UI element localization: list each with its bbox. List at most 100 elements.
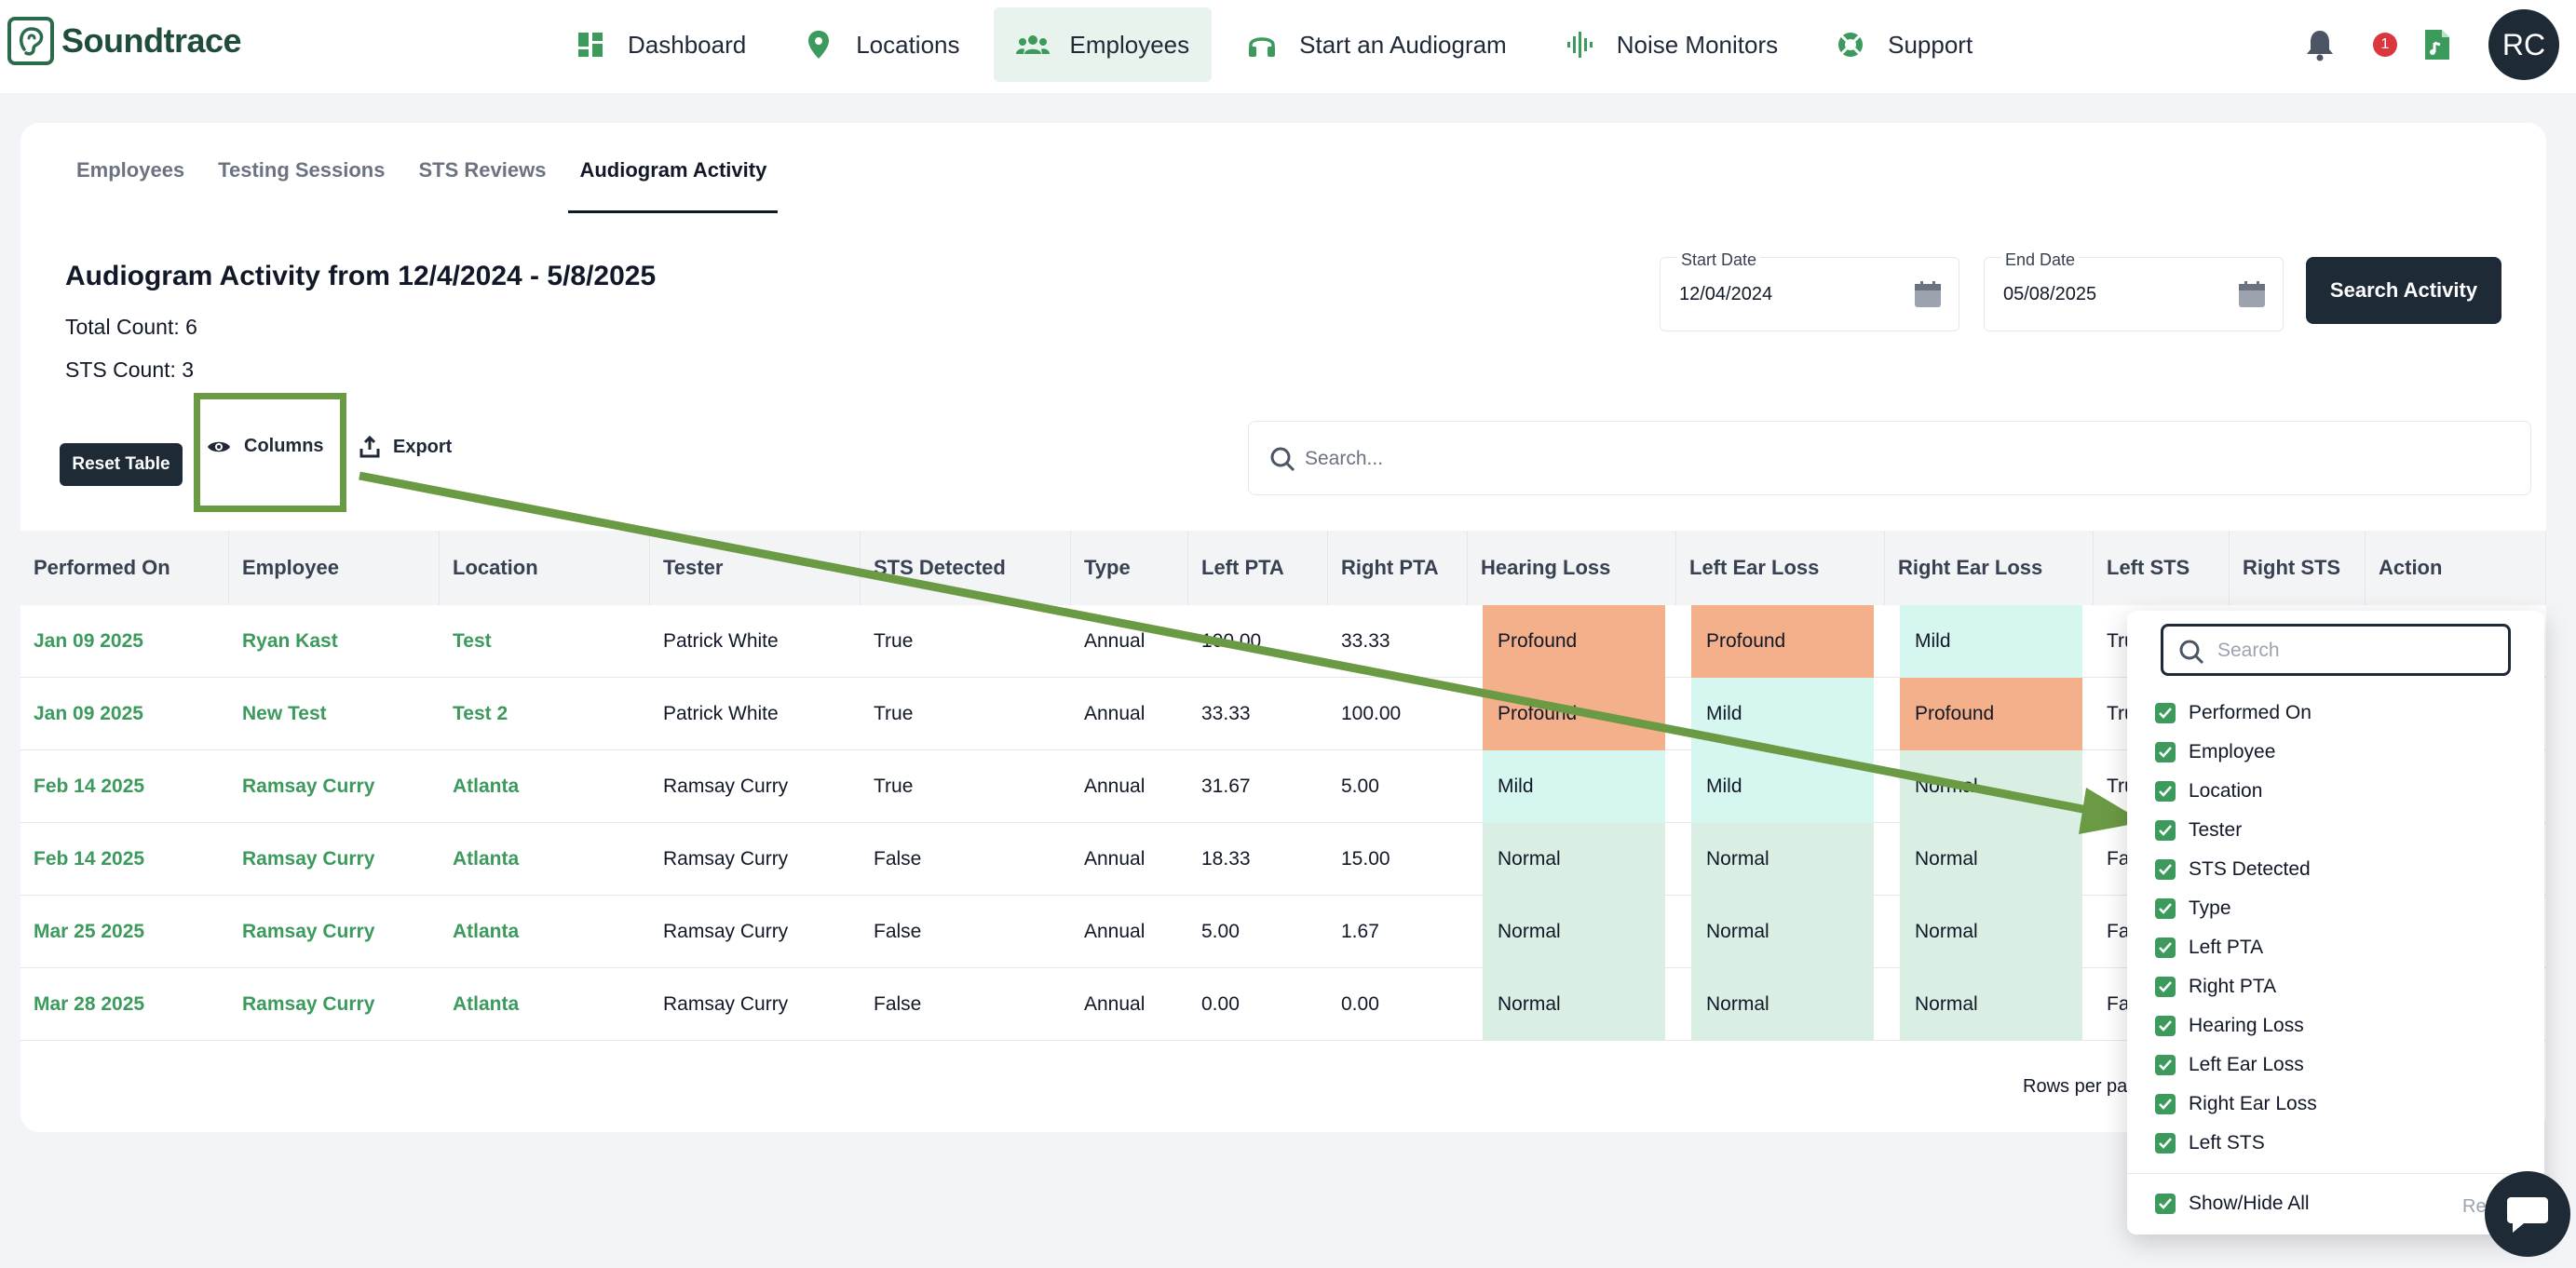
checkbox-checked-icon[interactable] xyxy=(2155,977,2176,997)
column-header[interactable]: Right STS xyxy=(2230,531,2366,605)
show-hide-all-label: Show/Hide All xyxy=(2189,1193,2310,1214)
column-option[interactable]: Tester xyxy=(2155,819,2242,842)
nav-support[interactable]: Support xyxy=(1811,7,1995,82)
soundtrace-logo[interactable]: Soundtrace xyxy=(7,17,242,65)
table-cell-date[interactable]: Mar 25 2025 xyxy=(34,921,145,942)
chat-button[interactable] xyxy=(2485,1171,2570,1257)
column-option[interactable]: Left STS xyxy=(2155,1132,2265,1154)
table-cell-date[interactable]: Jan 09 2025 xyxy=(34,630,143,652)
table-cell-employee[interactable]: Ryan Kast xyxy=(242,630,338,652)
start-date-label: Start Date xyxy=(1677,250,1761,270)
column-option[interactable]: Location xyxy=(2155,780,2262,803)
column-header[interactable]: Location xyxy=(440,531,650,605)
lifebuoy-icon xyxy=(1834,28,1867,61)
tab-testing-sessions[interactable]: Testing Sessions xyxy=(218,158,386,182)
column-option-label: Left PTA xyxy=(2189,937,2264,958)
export-button[interactable]: Export xyxy=(359,436,452,458)
start-date-field[interactable]: Start Date 12/04/2024 xyxy=(1660,250,1959,331)
nav-noise-monitors[interactable]: Noise Monitors xyxy=(1540,7,1800,82)
reset-table-button[interactable]: Reset Table xyxy=(60,443,183,486)
column-option[interactable]: Right Ear Loss xyxy=(2155,1093,2317,1115)
table-cell-employee[interactable]: Ramsay Curry xyxy=(242,776,375,797)
column-header[interactable]: Employee xyxy=(229,531,440,605)
end-date-field[interactable]: End Date 05/08/2025 xyxy=(1984,250,2284,331)
nav-locations[interactable]: Locations xyxy=(780,7,982,82)
checkbox-checked-icon[interactable] xyxy=(2155,742,2176,762)
column-header[interactable]: Action xyxy=(2366,531,2546,605)
column-option[interactable]: Employee xyxy=(2155,741,2275,763)
table-row: Mar 25 2025 Ramsay Curry Atlanta Ramsay Cur… xyxy=(20,896,2546,968)
user-avatar[interactable]: RC xyxy=(2488,9,2559,80)
checkbox-checked-icon[interactable] xyxy=(2155,781,2176,802)
checkbox-checked-icon[interactable] xyxy=(2155,938,2176,958)
table-cell-location[interactable]: Atlanta xyxy=(453,993,520,1015)
checkbox-checked-icon[interactable] xyxy=(2155,703,2176,723)
table-cell-right-loss: Normal xyxy=(1900,750,2082,823)
table-cell-date[interactable]: Mar 28 2025 xyxy=(34,993,145,1015)
table-cell-location[interactable]: Atlanta xyxy=(453,848,520,870)
column-header[interactable]: STS Detected xyxy=(861,531,1071,605)
checkbox-checked-icon[interactable] xyxy=(2155,1133,2176,1153)
column-header[interactable]: Left STS xyxy=(2094,531,2230,605)
column-option[interactable]: Right PTA xyxy=(2155,976,2276,998)
table-cell-location[interactable]: Atlanta xyxy=(453,921,520,942)
bell-icon[interactable] xyxy=(2304,28,2336,61)
table-cell-date[interactable]: Jan 09 2025 xyxy=(34,703,143,724)
table-cell-location[interactable]: Test 2 xyxy=(453,703,508,724)
checkbox-checked-icon[interactable] xyxy=(2155,1194,2176,1214)
column-header[interactable]: Right PTA xyxy=(1328,531,1468,605)
table-cell-type: Annual xyxy=(1084,630,1146,652)
checkbox-checked-icon[interactable] xyxy=(2155,1055,2176,1075)
table-cell-left-pta: 100.00 xyxy=(1201,630,1262,652)
column-option[interactable]: Performed On xyxy=(2155,702,2312,724)
tab-employees[interactable]: Employees xyxy=(76,158,185,182)
show-hide-all-toggle[interactable]: Show/Hide All xyxy=(2155,1193,2310,1215)
columns-button[interactable]: Columns xyxy=(207,436,324,457)
column-header[interactable]: Hearing Loss xyxy=(1468,531,1676,605)
table-cell-employee[interactable]: New Test xyxy=(242,703,327,724)
page-title: Audiogram Activity from 12/4/2024 - 5/8/… xyxy=(65,261,657,291)
column-option[interactable]: STS Detected xyxy=(2155,858,2311,881)
column-header[interactable]: Performed On xyxy=(20,531,229,605)
column-option[interactable]: Left Ear Loss xyxy=(2155,1054,2304,1076)
popup-search-box[interactable] xyxy=(2161,624,2511,676)
column-option[interactable]: Type xyxy=(2155,897,2231,920)
table-cell-date[interactable]: Feb 14 2025 xyxy=(34,776,145,797)
nav-dashboard[interactable]: Dashboard xyxy=(551,7,768,82)
column-option[interactable]: Hearing Loss xyxy=(2155,1015,2304,1037)
column-header[interactable]: Left PTA xyxy=(1188,531,1328,605)
column-header[interactable]: Right Ear Loss xyxy=(1885,531,2094,605)
calendar-icon[interactable] xyxy=(1914,280,1942,308)
columns-label: Columns xyxy=(244,436,324,456)
checkbox-checked-icon[interactable] xyxy=(2155,820,2176,841)
nav-start-audiogram[interactable]: Start an Audiogram xyxy=(1223,7,1529,82)
table-cell-location[interactable]: Atlanta xyxy=(453,776,520,797)
table-cell-location[interactable]: Test xyxy=(453,630,492,652)
notification-badge[interactable]: 1 xyxy=(2373,33,2397,57)
column-header[interactable]: Tester xyxy=(650,531,861,605)
popup-search-input[interactable] xyxy=(2217,636,2497,666)
column-header[interactable]: Type xyxy=(1071,531,1188,605)
checkbox-checked-icon[interactable] xyxy=(2155,1094,2176,1114)
table-cell-employee[interactable]: Ramsay Curry xyxy=(242,848,375,870)
table-search-input[interactable] xyxy=(1305,440,2422,478)
document-audio-icon[interactable] xyxy=(2423,28,2451,61)
checkbox-checked-icon[interactable] xyxy=(2155,859,2176,880)
table-cell-date[interactable]: Feb 14 2025 xyxy=(34,848,145,870)
table-cell-employee[interactable]: Ramsay Curry xyxy=(242,993,375,1015)
table-search-box[interactable] xyxy=(1248,421,2531,495)
table-cell-sts: True xyxy=(874,703,914,724)
column-header[interactable]: Left Ear Loss xyxy=(1676,531,1885,605)
calendar-icon[interactable] xyxy=(2238,280,2266,308)
table-cell-right-loss: Normal xyxy=(1900,896,2082,968)
checkbox-checked-icon[interactable] xyxy=(2155,1016,2176,1036)
nav-employees[interactable]: Employees xyxy=(993,7,1213,82)
checkbox-checked-icon[interactable] xyxy=(2155,898,2176,919)
tab-audiogram-activity[interactable]: Audiogram Activity xyxy=(568,158,779,213)
search-activity-button[interactable]: Search Activity xyxy=(2306,257,2501,324)
column-option[interactable]: Left PTA xyxy=(2155,937,2263,959)
tab-sts-reviews[interactable]: STS Reviews xyxy=(418,158,547,182)
table-cell-type: Annual xyxy=(1084,921,1146,942)
table-cell-left-loss: Normal xyxy=(1691,968,1874,1041)
table-cell-employee[interactable]: Ramsay Curry xyxy=(242,921,375,942)
